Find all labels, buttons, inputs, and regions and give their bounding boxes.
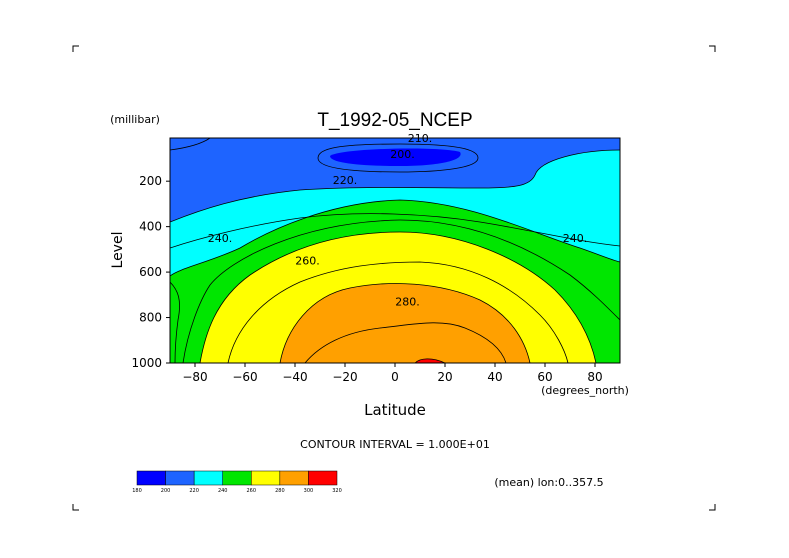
band-200-210 [330, 148, 461, 166]
axis-ticks: −80 −60 −40 −20 0 20 40 60 80 200 400 600 800 1000 [131, 174, 602, 384]
contour-line-270 [227, 261, 569, 363]
contour-line-210b [317, 143, 479, 173]
y-tick-label-3: 800 [139, 311, 162, 325]
colorbar-label-4: 260 [247, 488, 257, 494]
contour-line-260 [199, 231, 597, 363]
colorbar-label-5: 280 [275, 488, 285, 494]
x-tick-label-1: −60 [232, 370, 257, 384]
colorbar-label-7: 320 [332, 488, 342, 494]
y-units: (millibar) [110, 113, 160, 126]
y-axis-label: Level [110, 232, 126, 269]
band-300 [415, 358, 445, 363]
contour-line-230 [170, 213, 620, 249]
colorbar-swatch-3 [222, 470, 252, 486]
contour-line-250 [170, 219, 620, 363]
colorbar-swatch-6 [308, 470, 338, 486]
colorbar-label-1: 200 [161, 488, 171, 494]
x-tick-label-4: 0 [391, 370, 399, 384]
y-tick-label-0: 200 [139, 174, 162, 188]
contour-label-4: 260. [295, 255, 320, 268]
contour-line-220 [170, 149, 620, 223]
y-tick-label-4: 1000 [131, 356, 162, 370]
contour-line-290 [304, 322, 507, 363]
contour-line-280 [279, 283, 531, 363]
y-tick-label-1: 400 [139, 220, 162, 234]
colorbar-swatch-0 [136, 470, 166, 486]
x-tick-label-0: −80 [182, 370, 207, 384]
colorbar-swatch-2 [193, 470, 223, 486]
contour-label-2: 220. [333, 174, 358, 187]
colorbar-label-6: 300 [304, 488, 314, 494]
colorbar-swatch-4 [251, 470, 281, 486]
x-tick-label-5: 20 [437, 370, 452, 384]
x-tick-label-7: 60 [537, 370, 552, 384]
contour-interval-note: CONTOUR INTERVAL = 1.000E+01 [300, 438, 490, 451]
colorbar-label-0: 180 [132, 488, 142, 494]
chart-title: T_1992-05_NCEP [317, 110, 472, 131]
corner-mark-top-right [709, 45, 716, 52]
contour-line-300 [414, 358, 446, 363]
x-tick-label-2: −40 [282, 370, 307, 384]
colorbar-label-3: 240 [218, 488, 228, 494]
colorbar: 180 200 220 240 260 280 300 320 [132, 470, 342, 494]
x-axis-label: Latitude [364, 401, 426, 419]
contour-labels: 210.200.220.240.260.280.240. [208, 132, 588, 309]
colorbar-label-2: 220 [189, 488, 199, 494]
colorbar-swatch-5 [279, 470, 309, 486]
contour-line-240 [170, 199, 620, 277]
band-280-290 [280, 283, 530, 363]
colorbar-swatch-1 [165, 470, 195, 486]
contour-label-5: 280. [395, 296, 420, 309]
contour-lines [170, 138, 620, 363]
mean-note: (mean) lon:0..357.5 [494, 476, 603, 489]
contour-label-6: 240. [563, 232, 588, 245]
corner-mark-bottom-right [709, 504, 716, 511]
corner-mark-bottom-left [72, 504, 79, 511]
contour-line-210 [170, 138, 211, 151]
contour-label-1: 200. [390, 148, 415, 161]
y-tick-label-2: 600 [139, 265, 162, 279]
filled-contours [170, 138, 620, 363]
contour-label-3: 240. [208, 232, 233, 245]
x-units: (degrees_north) [541, 384, 629, 397]
corner-mark-top-left [72, 45, 79, 52]
x-tick-label-6: 40 [487, 370, 502, 384]
x-tick-label-8: 80 [587, 370, 602, 384]
x-tick-label-3: −20 [332, 370, 357, 384]
